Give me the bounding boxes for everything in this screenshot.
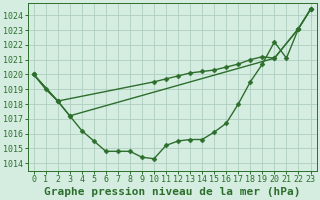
- X-axis label: Graphe pression niveau de la mer (hPa): Graphe pression niveau de la mer (hPa): [44, 186, 300, 197]
